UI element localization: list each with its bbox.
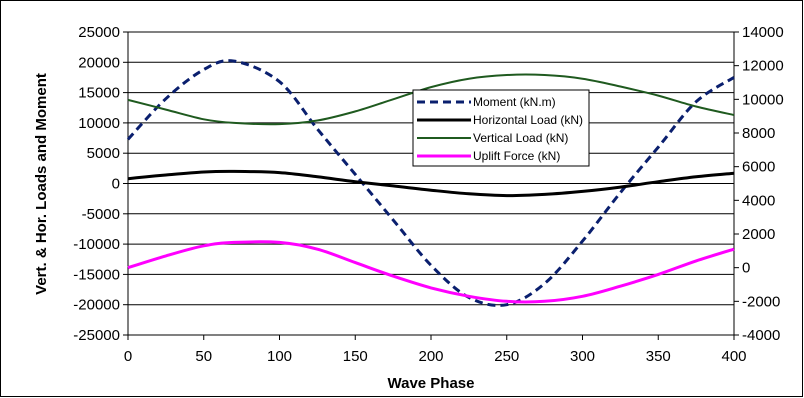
x-tick-label: 250	[494, 348, 519, 365]
series-line-moment	[126, 59, 735, 307]
x-tick-label: 0	[124, 348, 132, 365]
y-left-tick-label: 10000	[78, 115, 120, 132]
legend-label-uplift-force: Uplift Force (kN)	[473, 149, 560, 163]
x-tick-label: 50	[195, 348, 212, 365]
series-lines	[126, 59, 735, 307]
y-right-tick-label: 8000	[742, 125, 775, 142]
y-left-tick-label: 15000	[78, 85, 120, 102]
series-line-horizontal-load	[127, 169, 735, 198]
axes: -25000-20000-15000-10000-500005000100001…	[73, 24, 783, 365]
legend-box	[412, 89, 590, 167]
grid	[128, 31, 734, 336]
x-tick-label: 100	[267, 348, 292, 365]
x-tick-label: 150	[343, 348, 368, 365]
y-axis-left-label: Vert. & Hor. Loads and Moment	[33, 73, 50, 295]
x-tick-label: 350	[646, 348, 671, 365]
y-right-tick-label: 0	[742, 260, 750, 277]
x-tick-label: 200	[418, 348, 443, 365]
legend[interactable]: Moment (kN.m) Horizontal Load (kN) Vertica…	[412, 89, 590, 167]
x-tick-label: 300	[570, 348, 595, 365]
legend-label-moment: Moment (kN.m)	[473, 95, 556, 109]
y-right-tick-label: 4000	[742, 192, 775, 209]
y-left-tick-label: 20000	[78, 54, 120, 71]
y-right-tick-label: -4000	[742, 327, 780, 344]
series-line-uplift-force	[127, 240, 735, 304]
y-right-tick-label: 12000	[742, 58, 784, 75]
x-tick-label: 400	[721, 348, 746, 365]
y-left-tick-label: 0	[112, 176, 120, 193]
y-left-tick-label: 5000	[87, 145, 120, 162]
y-left-tick-label: 25000	[78, 24, 120, 41]
y-left-tick-label: -15000	[73, 266, 120, 283]
y-right-tick-label: 6000	[742, 159, 775, 176]
y-right-tick-label: 14000	[742, 24, 784, 41]
y-left-tick-label: -5000	[82, 206, 120, 223]
legend-label-horizontal-load: Horizontal Load (kN)	[473, 113, 583, 127]
y-right-tick-label: 10000	[742, 91, 784, 108]
y-left-tick-label: -25000	[73, 327, 120, 344]
y-right-tick-label: -2000	[742, 293, 780, 310]
y-right-tick-label: 2000	[742, 226, 775, 243]
legend-label-vertical-load: Vertical Load (kN)	[473, 131, 568, 145]
y-left-tick-label: -20000	[73, 297, 120, 314]
x-axis-label: Wave Phase	[388, 375, 475, 392]
y-left-tick-label: -10000	[73, 236, 120, 253]
series-line-vertical-load	[127, 73, 735, 126]
